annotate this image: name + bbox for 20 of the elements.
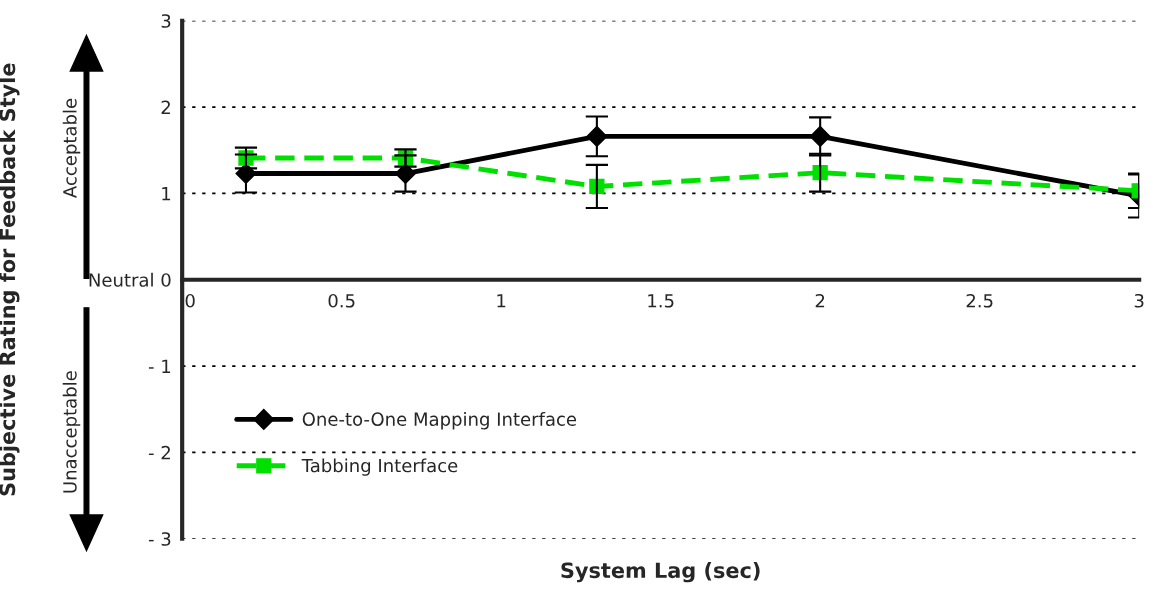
text: Acceptable <box>62 98 81 198</box>
y-tick-label: 3 <box>161 14 171 28</box>
x-tick-label: 1.5 <box>648 294 674 308</box>
x-tick-label: 2 <box>815 293 825 308</box>
y-tick-label: - 2 <box>148 445 170 460</box>
y-tick-label: Neutral 0 <box>89 272 171 287</box>
x-tick-label: 1 <box>497 294 506 308</box>
y-tick-label: 1 <box>162 187 171 201</box>
y-tick-label: - 3 <box>148 532 171 546</box>
x-tick-label: 0.5 <box>328 293 355 308</box>
x-tick-label: 3 <box>1134 293 1144 308</box>
y-tick-label: - 1 <box>148 359 171 373</box>
x-axis-title: System Lag (sec) <box>561 562 760 583</box>
y-axis-title: Subjective Rating for Feedback Style <box>0 63 20 496</box>
legend-label: Tabbing Interface <box>301 458 458 476</box>
legend-label: One-to-One Mapping Interface <box>302 412 577 430</box>
x-tick-label: 2.5 <box>966 293 993 308</box>
text: Unacceptable <box>62 371 81 493</box>
x-tick-label: 0 <box>185 293 195 308</box>
y-tick-label: 2 <box>161 100 170 114</box>
